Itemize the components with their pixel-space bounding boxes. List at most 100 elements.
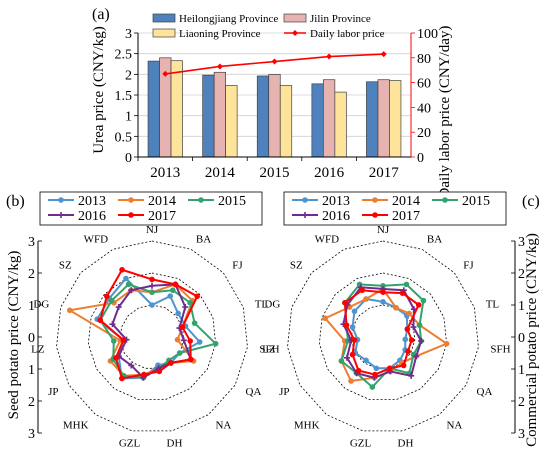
radar-point [415, 302, 422, 308]
y-tick-label: 0.5 [115, 130, 133, 145]
bar [147, 60, 160, 158]
labor-point [216, 63, 223, 70]
bar [268, 73, 281, 158]
panel-a-legend: Heilongjiang Province Jilin Province Liaon… [152, 13, 385, 40]
radar-category-label: JP [279, 386, 289, 398]
legend-label: 2017 [392, 209, 420, 224]
bar [323, 79, 336, 158]
radar-point [128, 287, 135, 294]
radar-point [109, 321, 116, 328]
y2-tick-label: 20 [417, 126, 431, 141]
radar-point [369, 384, 376, 390]
y-tick-label: 1.5 [115, 89, 133, 104]
radar-category-label: NJ [377, 224, 390, 236]
radar-point [399, 290, 406, 296]
legend-label: 2015 [462, 194, 490, 209]
radar-category-label: DH [167, 438, 183, 450]
radar-point [420, 297, 427, 304]
legend-marker [372, 197, 378, 203]
value-axis-tick-label: 3 [518, 235, 525, 250]
radar-category-label: NA [446, 419, 462, 431]
x-tick-label: 2013 [150, 165, 180, 181]
bar [170, 60, 183, 158]
radar-point [149, 276, 155, 283]
legend-marker [58, 212, 64, 218]
radar-gridring [318, 272, 448, 401]
value-axis-tick-label: 1 [518, 299, 525, 314]
radar-point [386, 365, 393, 372]
radar-category-label: DG [264, 299, 280, 311]
radar-point [342, 299, 348, 306]
radar-category-label: SFH [259, 343, 279, 355]
value-axis-tick-label: 1 [518, 363, 525, 378]
radar-point [108, 297, 115, 304]
radar-point [322, 315, 328, 322]
legend-label: 2014 [148, 194, 176, 209]
panel-a-axes: 0 0.5 1 1.5 2 2.5 3 0 20 40 60 80 100 2013 2014 2015 201… [115, 27, 439, 181]
radar-point [212, 340, 219, 347]
radar-point [167, 293, 174, 299]
y-tick-label: 2 [125, 68, 132, 83]
panel-a-y2label: Daily labor price (CNY/day) [437, 26, 453, 199]
radar-point [191, 320, 198, 326]
legend-swatch [152, 13, 176, 23]
radar-point [97, 317, 104, 323]
radar-point [343, 322, 350, 328]
panel-b-label: (b) [6, 193, 25, 210]
radar-category-label: GZL [119, 438, 141, 450]
legend-label: Heilongjiang Province [179, 13, 278, 25]
radar-series-line [66, 283, 196, 377]
radar-point [149, 302, 155, 308]
bar [311, 83, 324, 158]
radar-point [380, 289, 386, 296]
radar-point [174, 336, 181, 343]
radar-point [149, 289, 155, 296]
value-axis-tick-label: 3 [28, 427, 35, 442]
radar-point [345, 337, 351, 344]
y2-tick-label: 80 [417, 52, 431, 67]
radar-category-label: BA [427, 233, 442, 245]
panel-a: (a) 0 0.5 1 1.5 2 2.5 3 0 20 40 60 80 100 2013 2014 201… [91, 6, 453, 198]
radar-category-label: MHK [63, 419, 89, 431]
value-axis-tick-label: 2 [518, 395, 525, 410]
legend-label: 2017 [148, 209, 176, 224]
radar-point [418, 338, 425, 345]
radar-series-line [351, 297, 409, 370]
legend-label: 2016 [322, 209, 350, 224]
radar-point [120, 337, 127, 343]
panel-a-bars [147, 57, 402, 158]
legend-swatch [283, 13, 307, 23]
radar-point [349, 324, 356, 330]
x-tick-label: 2016 [314, 165, 345, 181]
radar-point [113, 355, 119, 361]
panel-c-value-axis: 3 2 1 0 1 2 3 [511, 235, 525, 442]
radar-point [187, 356, 194, 363]
radar-point [413, 353, 420, 360]
y-tick-label: 3 [125, 27, 132, 42]
radar-point [111, 338, 117, 344]
value-axis-tick-label: 2 [28, 267, 35, 282]
panel-c-label: (c) [522, 193, 540, 210]
radar-point [343, 354, 350, 361]
y-tick-label: 0 [125, 151, 132, 166]
radar-point [372, 371, 378, 378]
radar-gridring [56, 240, 248, 432]
bar [334, 91, 347, 158]
value-axis-tick-label: 1 [28, 363, 35, 378]
radar-category-label: MHK [294, 419, 320, 431]
legend-marker [58, 197, 64, 203]
y-tick-label: 2.5 [115, 48, 133, 63]
radar-category-label: GZL [350, 438, 372, 450]
legend-marker [442, 197, 448, 203]
legend-label: 2015 [218, 194, 246, 209]
bar [389, 80, 402, 158]
radar-category-label: FJ [463, 260, 474, 272]
radar-point [194, 293, 200, 300]
radar-category-label: QA [246, 386, 262, 398]
radar-point [405, 348, 411, 355]
radar-series-line [99, 268, 199, 380]
radar-point [351, 308, 358, 315]
radar-category-label: SFH [490, 343, 510, 355]
